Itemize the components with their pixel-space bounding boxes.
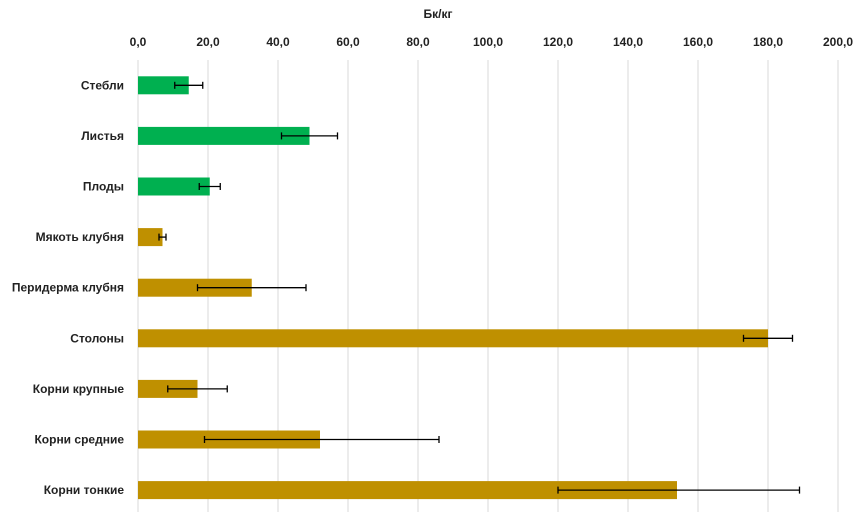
x-axis-title: Бк/кг <box>424 7 453 21</box>
x-tick-label: 160,0 <box>683 35 713 49</box>
x-tick-label: 140,0 <box>613 35 643 49</box>
bar <box>138 278 252 297</box>
bar <box>138 177 210 196</box>
x-tick-label: 180,0 <box>753 35 783 49</box>
x-tick-label: 0,0 <box>130 35 147 49</box>
category-label: Плоды <box>83 180 124 194</box>
error-bars <box>158 81 801 494</box>
x-tick-label: 120,0 <box>543 35 573 49</box>
x-tick-label: 60,0 <box>336 35 360 49</box>
bar <box>138 329 768 348</box>
x-tick-label: 200,0 <box>823 35 853 49</box>
category-label: Мякоть клубня <box>36 230 124 244</box>
category-label: Листья <box>81 129 124 143</box>
x-tick-label: 40,0 <box>266 35 290 49</box>
x-tick-label: 20,0 <box>196 35 220 49</box>
category-label: Корни средние <box>34 433 124 447</box>
bar <box>138 481 677 500</box>
category-labels: Стебли Листья Плоды Мякоть клубня Перидерма … <box>12 78 124 497</box>
category-label: Столоны <box>70 331 124 345</box>
category-label: Корни крупные <box>33 382 125 396</box>
category-label: Корни тонкие <box>44 483 125 497</box>
x-tick-labels: 0,0 20,0 40,0 60,0 80,0 100,0 120,0 140,0 160,0 1… <box>130 35 854 49</box>
bar <box>138 126 310 145</box>
bar <box>138 228 163 247</box>
x-tick-label: 80,0 <box>406 35 430 49</box>
category-label: Перидерма клубня <box>12 281 124 295</box>
category-label: Стебли <box>81 78 124 92</box>
x-tick-label: 100,0 <box>473 35 503 49</box>
bar <box>138 76 189 95</box>
